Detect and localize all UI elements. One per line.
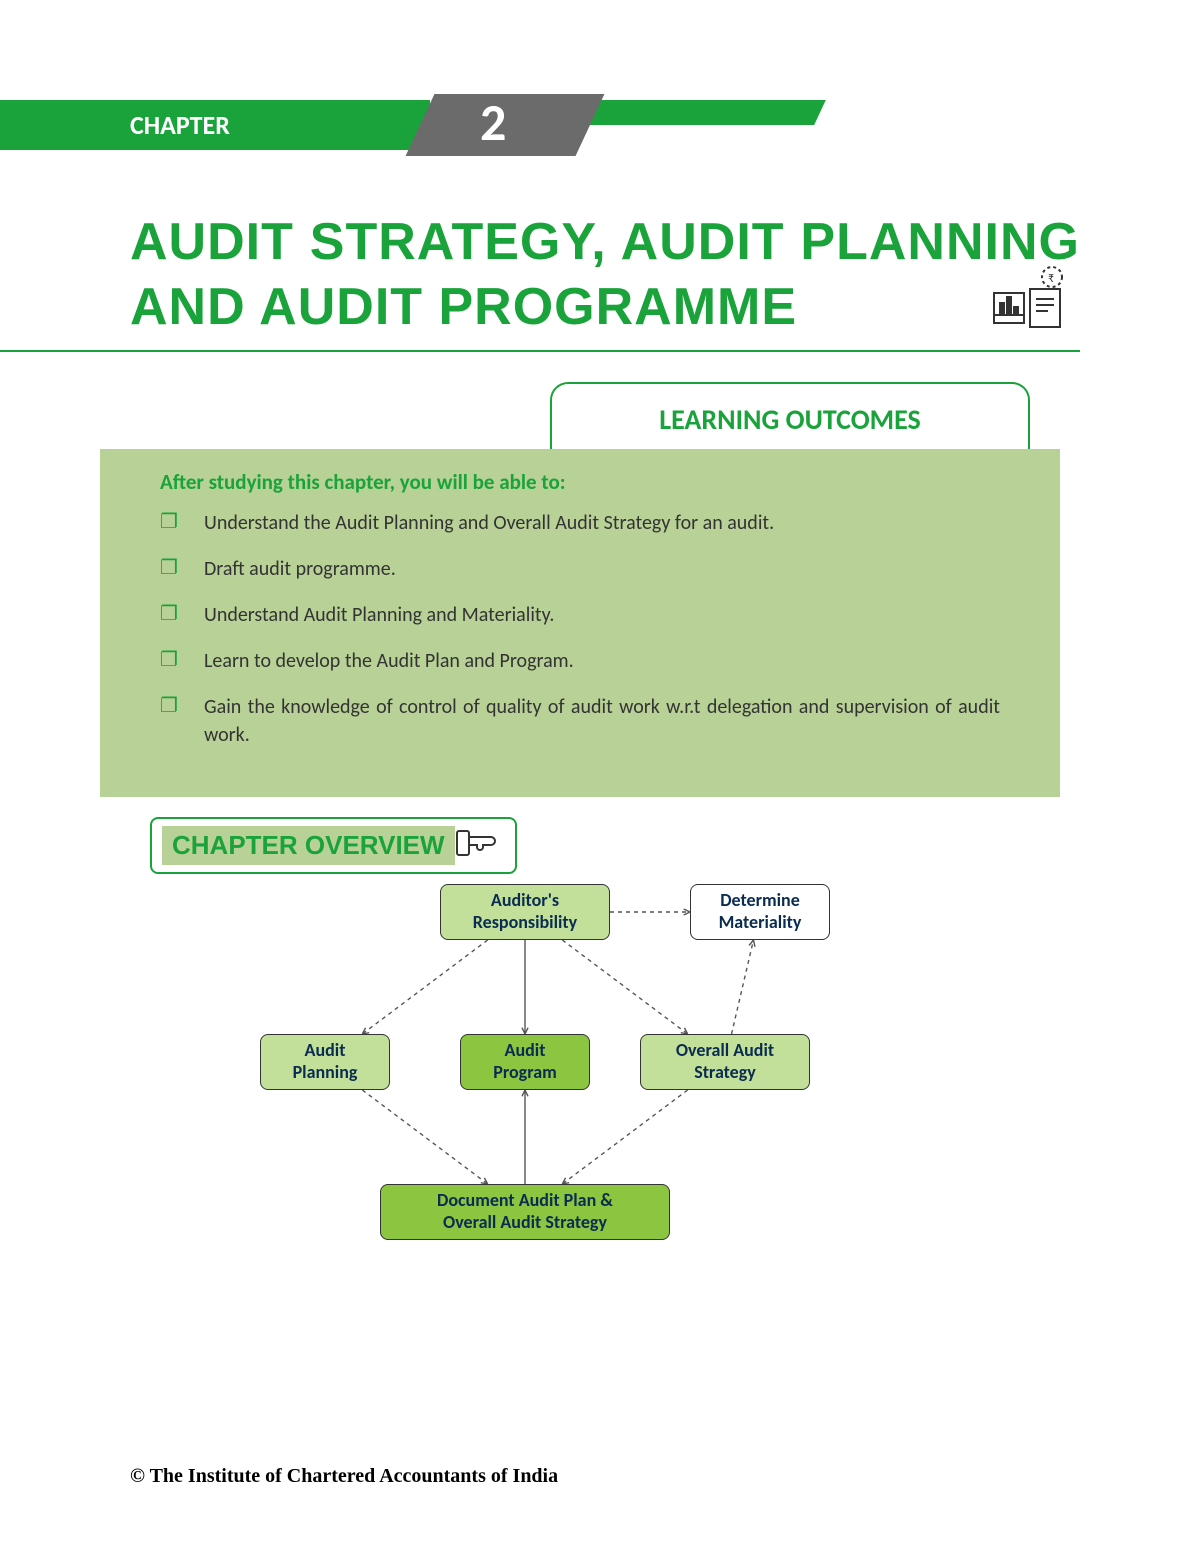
outcome-item: ❐Draft audit programme. [160, 555, 1000, 583]
chapter-label-bg: CHAPTER [0, 100, 430, 150]
chapter-banner: CHAPTER 2 [0, 100, 1080, 150]
diagram-node-overall-strat: Overall Audit Strategy [640, 1034, 810, 1090]
chapter-overview-label-wrap: CHAPTER OVERVIEW [150, 817, 517, 874]
diagram-node-auditor-resp: Auditor's Responsibility [440, 884, 610, 940]
outcome-text: Gain the knowledge of control of quality… [204, 693, 1000, 749]
diagram-node-audit-program: Audit Program [460, 1034, 590, 1090]
chapter-label: CHAPTER [130, 109, 230, 141]
chart-document-icon: ₹ [990, 263, 1070, 338]
outcome-item: ❐Understand the Audit Planning and Overa… [160, 509, 1000, 537]
diagram-node-determine-mat: Determine Materiality [690, 884, 830, 940]
chapter-overview-label: CHAPTER OVERVIEW [162, 826, 455, 865]
learning-outcomes-heading: LEARNING OUTCOMES [659, 402, 921, 437]
outcome-item: ❐Understand Audit Planning and Materiali… [160, 601, 1000, 629]
outcome-text: Learn to develop the Audit Plan and Prog… [204, 647, 1000, 675]
checkbox-bullet-icon: ❐ [160, 509, 204, 537]
outcome-text: Draft audit programme. [204, 555, 1000, 583]
learning-outcomes-tab: LEARNING OUTCOMES [550, 382, 1030, 449]
checkbox-bullet-icon: ❐ [160, 555, 204, 583]
diagram-node-audit-planning: Audit Planning [260, 1034, 390, 1090]
chapter-number: 2 [480, 90, 506, 154]
svg-text:₹: ₹ [1048, 272, 1054, 286]
outcome-text: Understand the Audit Planning and Overal… [204, 509, 1000, 537]
copyright-footer: © The Institute of Chartered Accountants… [130, 1465, 558, 1488]
checkbox-bullet-icon: ❐ [160, 601, 204, 629]
chapter-overview-diagram: Auditor's Responsibility Determine Materi… [200, 884, 920, 1284]
main-title: AUDIT STRATEGY, AUDIT PLANNING AND AUDIT… [130, 210, 1080, 340]
pointing-hand-icon [455, 825, 505, 866]
learning-outcomes-list: ❐Understand the Audit Planning and Overa… [160, 509, 1000, 749]
title-block: AUDIT STRATEGY, AUDIT PLANNING AND AUDIT… [0, 210, 1080, 352]
outcome-item: ❐Gain the knowledge of control of qualit… [160, 693, 1000, 749]
learning-outcomes-intro: After studying this chapter, you will be… [160, 469, 1000, 495]
checkbox-bullet-icon: ❐ [160, 647, 204, 675]
outcome-text: Understand Audit Planning and Materialit… [204, 601, 1000, 629]
learning-outcomes-box: After studying this chapter, you will be… [100, 449, 1060, 797]
checkbox-bullet-icon: ❐ [160, 693, 204, 749]
outcome-item: ❐Learn to develop the Audit Plan and Pro… [160, 647, 1000, 675]
diagram-node-document: Document Audit Plan & Overall Audit Stra… [380, 1184, 670, 1240]
